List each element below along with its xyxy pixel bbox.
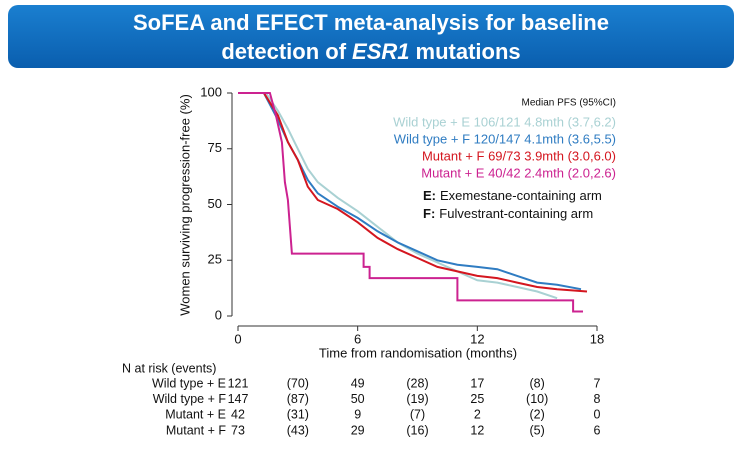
annotation: E: Exemestane-containing arm bbox=[423, 188, 602, 203]
annotation-text: Fulvestrant-containing arm bbox=[439, 206, 593, 221]
title-part: mutations bbox=[416, 39, 521, 64]
x-tick-label: 18 bbox=[590, 331, 604, 346]
risk-cell: 25 bbox=[470, 392, 484, 406]
title-part: detection of bbox=[221, 39, 346, 64]
x-axis-label: Time from randomisation (months) bbox=[319, 345, 517, 360]
y-axis-label: Women surviving progression-free (%) bbox=[177, 94, 192, 316]
risk-row-label: Wild type + E bbox=[152, 376, 226, 390]
risk-cell: 9 bbox=[354, 408, 361, 422]
title-part: SoFEA and EFECT meta-analysis for baseli… bbox=[133, 10, 609, 35]
risk-cell: (8) bbox=[530, 376, 545, 390]
risk-cell: 17 bbox=[470, 376, 484, 390]
risk-table-title: N at risk (events) bbox=[122, 361, 216, 375]
risk-cell: (31) bbox=[287, 408, 309, 422]
legend-entry: Mutant + E 40/42 2.4mth (2.0,2.6) bbox=[421, 165, 616, 180]
risk-cell: (2) bbox=[530, 408, 545, 422]
risk-cell: (16) bbox=[406, 423, 428, 437]
annotation: F: Fulvestrant-containing arm bbox=[423, 206, 593, 221]
risk-cell: 73 bbox=[231, 423, 245, 437]
risk-row-label: Mutant + F bbox=[166, 423, 226, 437]
risk-cell: (28) bbox=[406, 376, 428, 390]
x-tick-label: 0 bbox=[234, 331, 241, 346]
legend-entry: Mutant + F 69/73 3.9mth (3.0,6.0) bbox=[422, 148, 616, 163]
risk-row-label: Mutant + E bbox=[165, 408, 226, 422]
risk-cell: 29 bbox=[351, 423, 365, 437]
km-curve bbox=[238, 92, 588, 293]
chart-title: detection of ESR1 mutations bbox=[221, 39, 520, 64]
annotation-key: E: bbox=[423, 188, 436, 203]
x-tick-label: 12 bbox=[470, 331, 484, 346]
title-banner bbox=[8, 5, 734, 68]
risk-cell: 6 bbox=[594, 423, 601, 437]
legend-title: Median PFS (95%CI) bbox=[522, 98, 616, 109]
y-tick-label: 0 bbox=[215, 307, 222, 322]
y-tick-label: 100 bbox=[200, 84, 222, 99]
risk-cell: (87) bbox=[287, 392, 309, 406]
km-curve bbox=[238, 92, 558, 300]
annotation-key: F: bbox=[423, 206, 435, 221]
risk-cell: 49 bbox=[351, 376, 365, 390]
risk-cell: 147 bbox=[228, 392, 249, 406]
y-tick-label: 75 bbox=[208, 140, 222, 155]
risk-cell: (19) bbox=[406, 392, 428, 406]
x-tick-label: 6 bbox=[354, 331, 361, 346]
chart-title: SoFEA and EFECT meta-analysis for baseli… bbox=[133, 10, 609, 35]
risk-cell: (43) bbox=[287, 423, 309, 437]
y-tick-label: 25 bbox=[208, 252, 222, 267]
legend-entry: Wild type + F 120/147 4.1mth (3.6,5.5) bbox=[394, 131, 616, 146]
risk-cell: 8 bbox=[594, 392, 601, 406]
risk-cell: (7) bbox=[410, 408, 425, 422]
risk-cell: 42 bbox=[231, 408, 245, 422]
risk-cell: 0 bbox=[594, 408, 601, 422]
annotation-text: Exemestane-containing arm bbox=[440, 188, 602, 203]
risk-cell: (70) bbox=[287, 376, 309, 390]
risk-cell: 50 bbox=[351, 392, 365, 406]
risk-row-label: Wild type + F bbox=[153, 392, 227, 406]
risk-cell: (5) bbox=[530, 423, 545, 437]
km-curve bbox=[238, 92, 583, 313]
title-part: ESR1 bbox=[352, 39, 409, 64]
risk-cell: 2 bbox=[474, 408, 481, 422]
risk-cell: 12 bbox=[470, 423, 484, 437]
legend-entry: Wild type + E 106/121 4.8mth (3.7,6.2) bbox=[393, 114, 616, 129]
risk-cell: 7 bbox=[594, 376, 601, 390]
risk-cell: (10) bbox=[526, 392, 548, 406]
risk-cell: 121 bbox=[228, 376, 249, 390]
y-tick-label: 50 bbox=[208, 196, 222, 211]
